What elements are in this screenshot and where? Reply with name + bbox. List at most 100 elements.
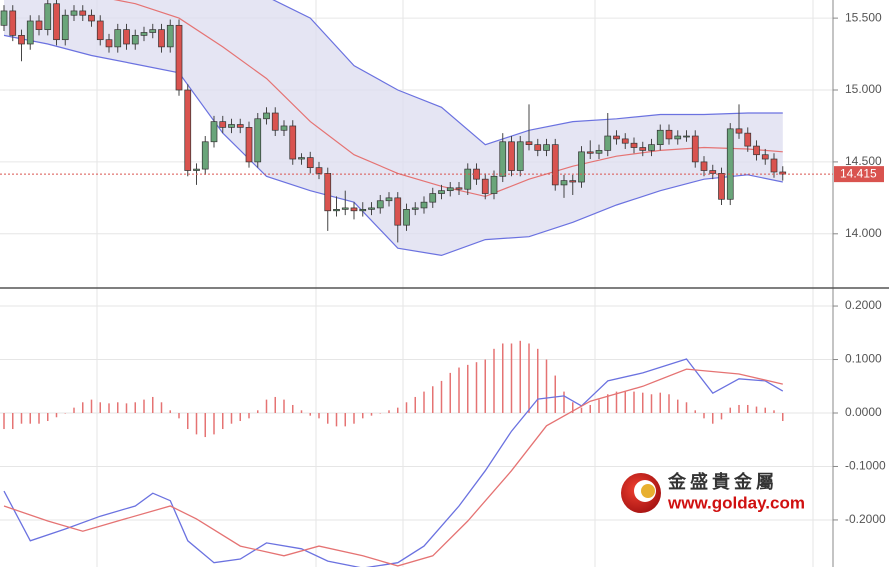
candle-body [709, 170, 717, 174]
candle-body [726, 128, 734, 200]
candle-body [700, 161, 708, 171]
candle-body [525, 141, 533, 146]
candle-body [735, 128, 743, 134]
candle-body [210, 121, 218, 143]
candle-body [140, 32, 148, 36]
candle-body [149, 29, 157, 33]
histogram-bar [703, 412, 705, 419]
histogram-bar [108, 403, 110, 413]
candle-body [9, 10, 17, 36]
histogram-bar [554, 375, 556, 413]
y-tick-label: -0.2000 [845, 512, 886, 526]
candle-body [438, 190, 445, 194]
y-tick-label: 0.0000 [845, 405, 882, 419]
histogram-bar [458, 367, 460, 413]
candle-body [298, 157, 305, 160]
candle-body [560, 180, 568, 186]
histogram-bar [82, 402, 84, 413]
candle-body [376, 200, 384, 209]
y-tick-label: 14.000 [845, 226, 882, 240]
candle-body [131, 35, 139, 45]
last-price-label: 14.415 [840, 166, 877, 180]
histogram-bar [572, 402, 574, 413]
candle-body [718, 173, 725, 200]
candle-body [341, 207, 349, 210]
histogram-bar [90, 399, 93, 413]
macd-line [3, 358, 784, 567]
histogram-bar [335, 412, 338, 427]
brand-url: www.golday.com [667, 493, 805, 512]
histogram-bar [353, 412, 355, 424]
histogram-bar [143, 399, 145, 413]
histogram-bar [55, 412, 58, 418]
histogram-bar [265, 399, 268, 413]
band-upper [272, 0, 783, 146]
candle-body [543, 144, 550, 151]
histogram-bar [502, 343, 504, 413]
histogram-bar [222, 412, 224, 430]
band-lower [3, 34, 783, 257]
candle-body [0, 10, 8, 26]
candle-body [516, 141, 524, 171]
candle-body [691, 135, 699, 163]
histogram-bar [423, 391, 425, 413]
candle-body [639, 147, 647, 151]
candle-body [411, 207, 419, 210]
candle-body [184, 89, 192, 171]
histogram-bar [633, 391, 635, 413]
histogram-bar [432, 386, 434, 413]
histogram-bar [370, 412, 373, 416]
histogram-bar [720, 412, 723, 420]
y-tick-label: -0.1000 [845, 459, 886, 473]
histogram-bar [440, 380, 443, 413]
candle-body [324, 173, 332, 212]
candle-body [18, 35, 25, 45]
candle-body [350, 207, 358, 212]
histogram-bar [493, 348, 495, 413]
candle-body [123, 29, 130, 45]
candle-body [508, 141, 515, 171]
candle-body [613, 135, 620, 140]
candle-body [674, 135, 682, 140]
histogram-bar [475, 362, 478, 413]
candle-body [368, 207, 375, 210]
candle-body [770, 158, 778, 173]
histogram-bar [528, 343, 530, 413]
candle-body [683, 135, 690, 138]
candle-body [219, 121, 227, 128]
histogram-bar [589, 404, 591, 413]
histogram-bar [379, 412, 381, 414]
histogram-bar [484, 359, 486, 413]
histogram-bar [73, 407, 75, 413]
candle-body [359, 209, 367, 212]
histogram-bar [712, 412, 714, 424]
histogram-bar [178, 412, 180, 419]
y-tick-label: 15.000 [845, 82, 882, 96]
candle-body [315, 167, 323, 174]
candle-body [105, 39, 113, 48]
candle-body [306, 157, 314, 169]
candle-body [280, 125, 288, 131]
y-tick-label: 0.2000 [845, 298, 882, 312]
candle-body [534, 144, 542, 151]
candle-body [595, 150, 603, 154]
histogram-bar [755, 406, 758, 413]
candle-body [490, 175, 498, 194]
candle-body [193, 168, 200, 171]
histogram-bar [764, 407, 766, 413]
candle-body [263, 112, 270, 120]
histogram-bar [510, 343, 513, 413]
histogram-bar [204, 412, 206, 438]
candle-body [621, 138, 629, 144]
candle-body [586, 151, 594, 154]
histogram-bar [160, 402, 163, 413]
candle-body [88, 14, 95, 22]
histogram-bar [47, 412, 49, 422]
histogram-bar [213, 412, 215, 435]
histogram-bar [659, 392, 661, 413]
candle-body [271, 112, 279, 131]
candle-body [385, 197, 393, 202]
histogram-bar [3, 412, 5, 430]
brand-name: 金盛貴金屬 [667, 471, 778, 492]
